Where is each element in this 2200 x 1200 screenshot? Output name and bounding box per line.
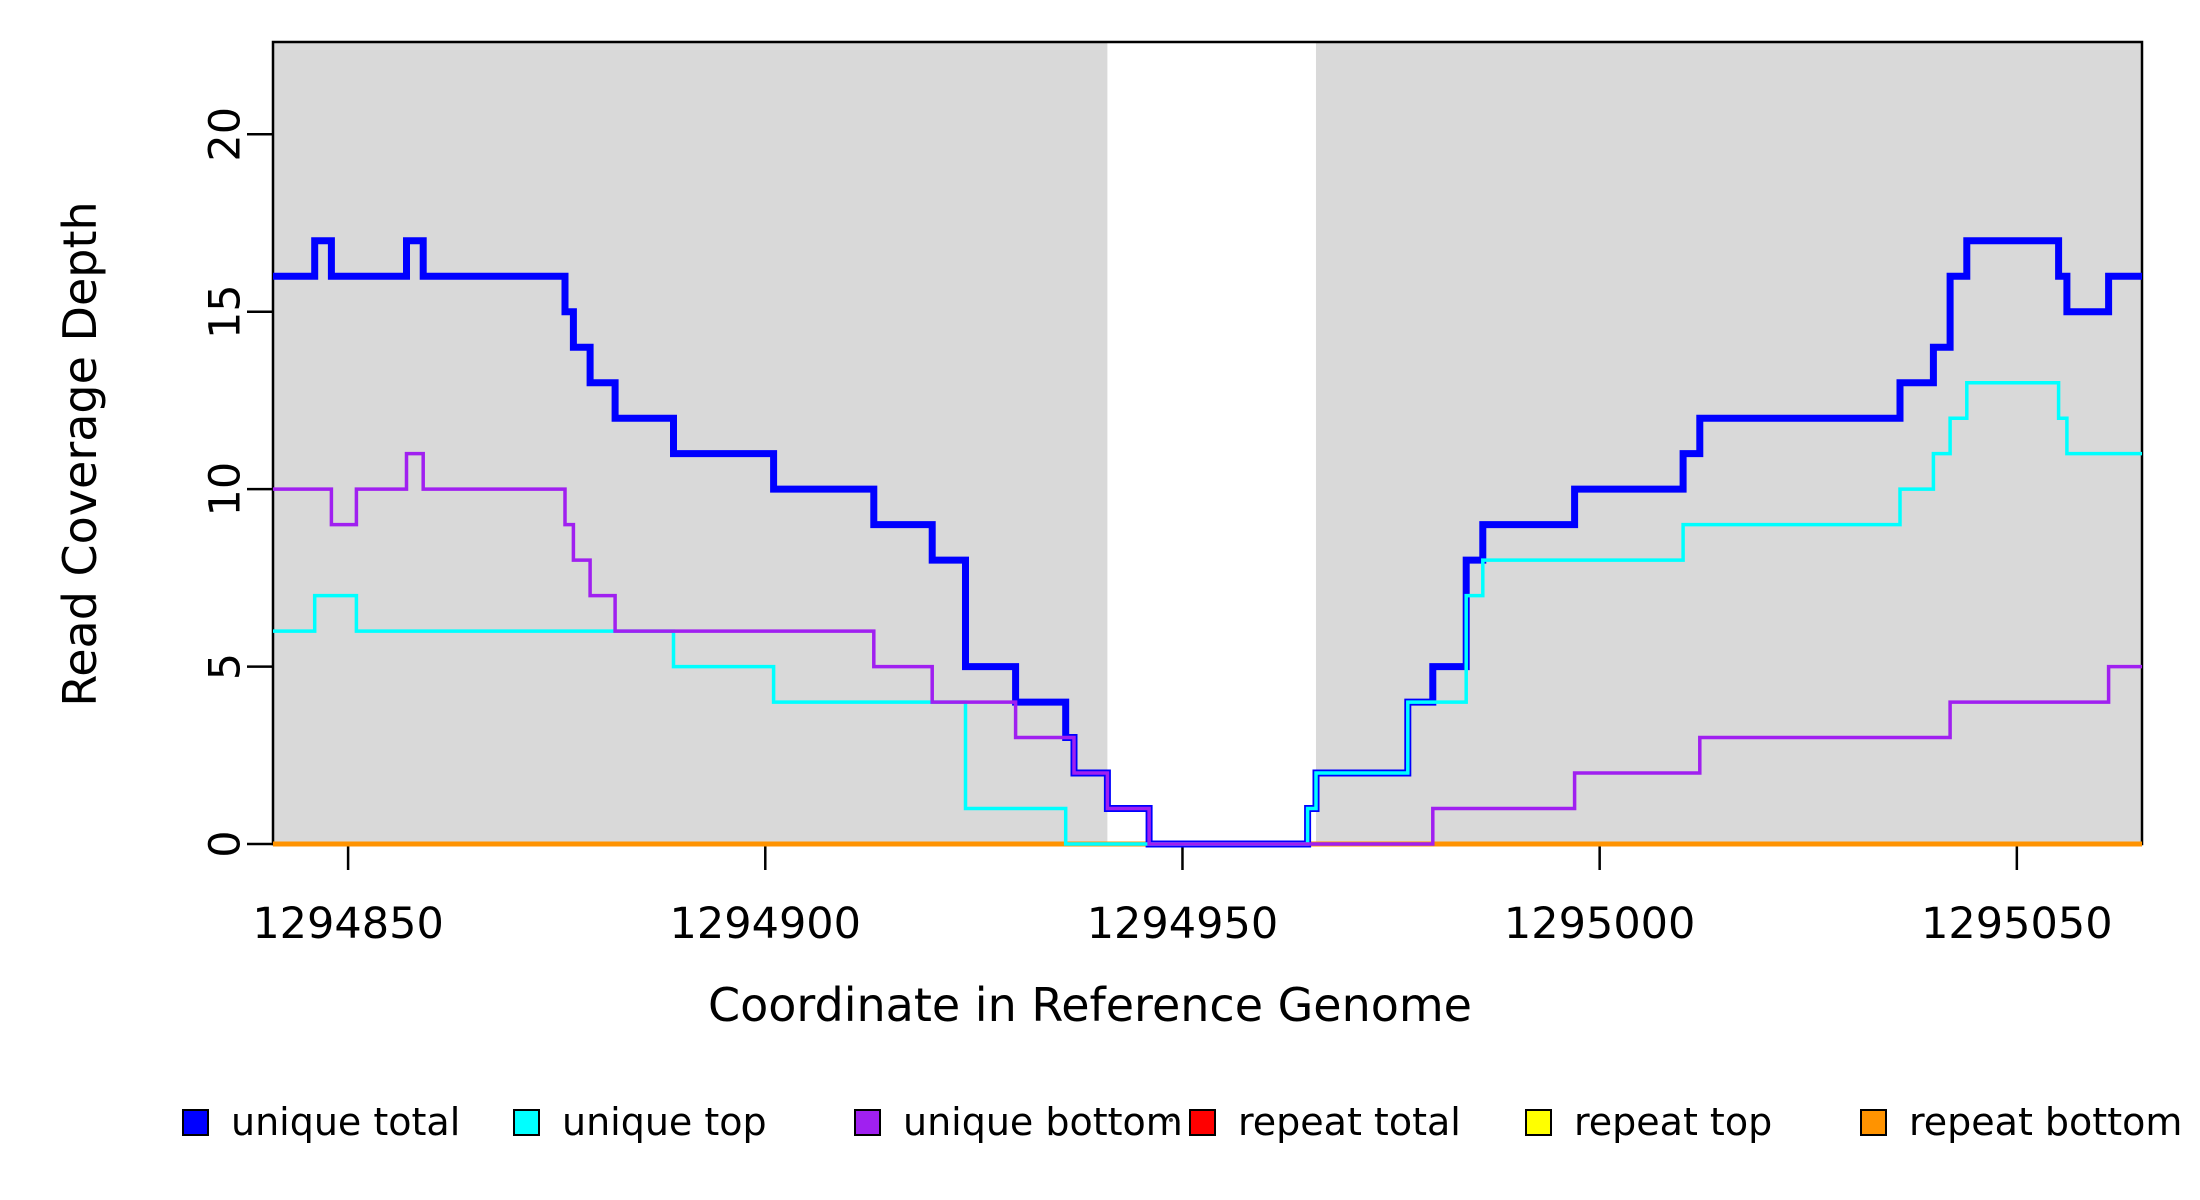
legend-item-unique-top: unique top [513, 1100, 767, 1144]
legend-item-repeat-top: repeat top [1525, 1100, 1772, 1144]
repeat-top-swatch-icon [1525, 1108, 1552, 1136]
unique-bottom-swatch-icon [854, 1108, 881, 1136]
legend-item-unique-bottom: unique bottom [854, 1100, 1183, 1144]
repeat-bottom-swatch-icon [1860, 1108, 1887, 1136]
x-axis-tick-label: 1295000 [1504, 899, 1696, 949]
legend-label: repeat bottom [1909, 1100, 2183, 1144]
series-line-unique-bottom [273, 451, 2142, 846]
shaded-region [1315, 42, 2142, 844]
shaded-region [273, 42, 1108, 844]
legend-item-unique-total: unique total [182, 1100, 460, 1144]
unique-total-swatch-icon [182, 1108, 209, 1136]
repeat-total-swatch-icon [1189, 1108, 1216, 1136]
stray-point-mark [1169, 1118, 1173, 1122]
legend-label: repeat top [1574, 1100, 1773, 1144]
x-axis-tick-label: 1295050 [1921, 899, 2113, 949]
legend-label: unique total [231, 1100, 461, 1144]
y-axis-tick-label: 10 [201, 462, 251, 517]
series-line-unique-top [273, 380, 2142, 846]
y-axis-tick-label: 5 [201, 653, 251, 680]
x-axis-tick-label: 1294900 [670, 899, 862, 949]
y-axis-tick-label: 20 [201, 107, 251, 162]
x-axis-tick-label: 1294950 [1087, 899, 1279, 949]
x-axis-tick-label: 1294850 [252, 899, 444, 949]
unique-top-swatch-icon [513, 1108, 540, 1136]
legend-label: unique bottom [903, 1100, 1183, 1144]
legend-label: unique top [562, 1100, 767, 1144]
x-axis-title: Coordinate in Reference Genome [708, 978, 1472, 1032]
legend-item-repeat-total: repeat total [1189, 1100, 1461, 1144]
y-axis-tick-label: 15 [201, 284, 251, 339]
legend-item-repeat-bottom: repeat bottom [1860, 1100, 2182, 1144]
y-axis-title: Read Coverage Depth [53, 201, 107, 707]
y-axis-tick-label: 0 [201, 830, 251, 857]
legend-label: repeat total [1238, 1100, 1461, 1144]
